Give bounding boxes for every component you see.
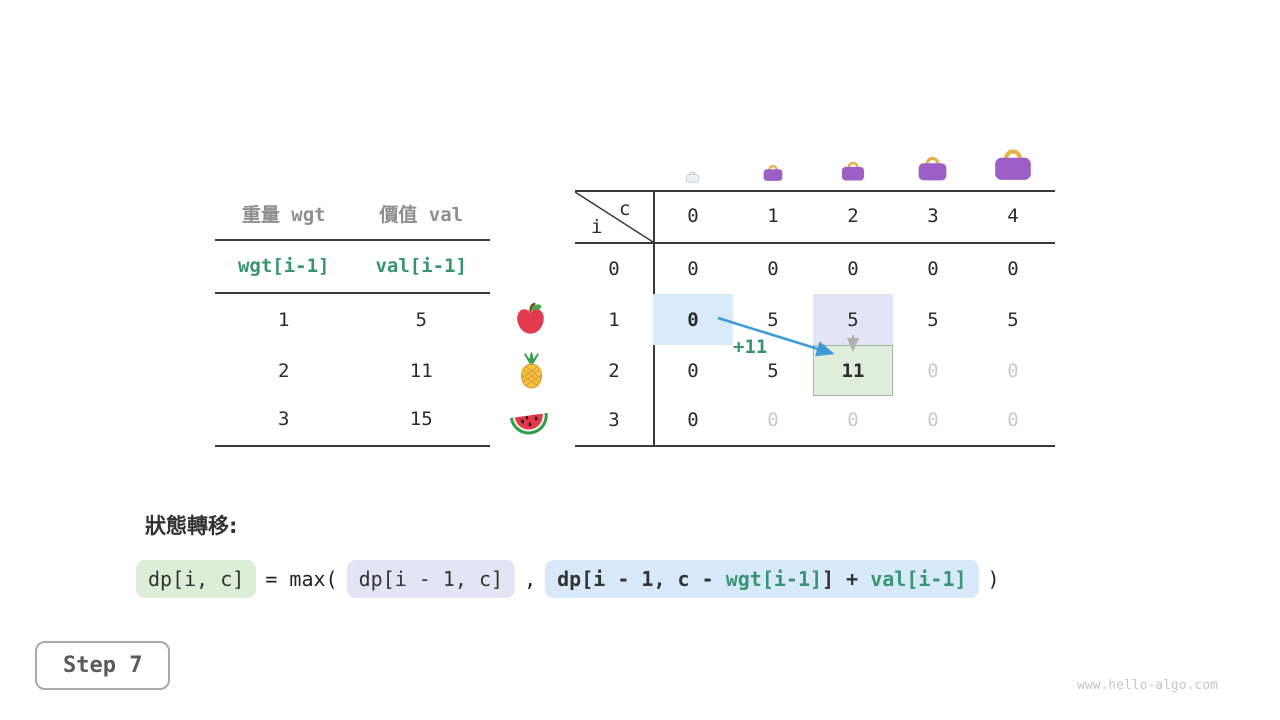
formula-take-mid: ] + (822, 567, 871, 591)
dp-cell-0-3: 0 (927, 257, 939, 280)
items-formula-val: val[i-1] (375, 255, 467, 277)
bag-icon-capacity-2 (840, 157, 866, 182)
dp-cell-3-3: 0 (927, 408, 939, 431)
dp-cell-1-0-source: 0 (653, 294, 733, 345)
item-3-weight: 3 (278, 407, 290, 430)
dp-row-header-3: 3 (608, 408, 620, 431)
watermark: www.hello-algo.com (1077, 678, 1218, 693)
dp-cell-2-1: 5 (767, 359, 779, 382)
formula-take-val: val[i-1] (870, 567, 967, 591)
items-row-1: 1 5 (215, 294, 490, 345)
dp-cell-3-4: 0 (1007, 408, 1019, 431)
dp-col-header-1: 1 (767, 205, 779, 227)
dp-col-header-2: 2 (847, 205, 859, 227)
formula-keep-option-chip: dp[i - 1, c] (346, 560, 516, 598)
item-1-value: 5 (415, 308, 427, 331)
items-header-weight: 重量 wgt (241, 203, 326, 226)
dp-row-header-2: 2 (608, 359, 620, 382)
formula-separator: , (524, 567, 537, 591)
dp-col-header-3: 3 (927, 205, 939, 227)
transition-heading: 狀態轉移: (145, 514, 238, 538)
dp-rule-top (575, 190, 1055, 192)
dp-row-header-0: 0 (608, 257, 620, 280)
dp-col-header-0: 0 (687, 205, 699, 227)
dp-row-header-1: 1 (608, 308, 620, 331)
dp-cell-3-1: 0 (767, 408, 779, 431)
items-formula-row: wgt[i-1] val[i-1] (215, 241, 490, 291)
dp-cell-0-4: 0 (1007, 257, 1019, 280)
formula-operator: = max( (265, 567, 338, 591)
formula-take-prefix: dp[i - 1, c - (557, 567, 726, 591)
item-1-weight: 1 (278, 308, 290, 331)
items-row-2: 2 11 (215, 345, 490, 396)
formula-dp-current-chip: dp[i, c] (136, 560, 257, 598)
items-table-rule-1 (215, 239, 490, 241)
items-formula-wgt: wgt[i-1] (237, 255, 330, 277)
dp-col-header-4: 4 (1007, 205, 1019, 227)
pineapple-icon (517, 352, 546, 389)
dp-rule-header (575, 242, 1055, 244)
dp-cell-0-2: 0 (847, 257, 859, 280)
items-header-value: 價值 val (379, 203, 464, 226)
items-row-3: 3 15 (215, 394, 490, 443)
gain-label: +11 (733, 336, 768, 358)
item-2-weight: 2 (278, 359, 290, 382)
bag-icon-capacity-0 (685, 168, 700, 183)
apple-icon (513, 301, 548, 336)
watermelon-icon (507, 405, 551, 436)
formula-closing: ) (987, 567, 1000, 591)
dp-cell-1-2-candidate: 5 (813, 294, 893, 345)
dp-table: c i 0 1 2 3 4 0 1 2 3 0 0 0 0 0 0 5 5 5 … (575, 190, 1055, 447)
dp-rule-bottom (575, 445, 1055, 447)
dp-corner-col-label: c (619, 198, 631, 220)
formula-take-option-chip: dp[i - 1, c - wgt[i-1]] + val[i-1] (545, 560, 979, 598)
formula-take-wgt: wgt[i-1] (725, 567, 823, 591)
dp-cell-1-4: 5 (1007, 308, 1019, 331)
dp-cell-2-4: 0 (1007, 359, 1019, 382)
transition-formula: dp[i, c] = max( dp[i - 1, c] , dp[i - 1,… (136, 560, 1000, 598)
items-table: 重量 wgt 價值 val wgt[i-1] val[i-1] 1 5 2 11… (215, 190, 490, 447)
dp-cell-2-2-current: 11 (813, 345, 893, 396)
bag-icon-capacity-3 (916, 151, 949, 182)
dp-cell-2-0: 0 (687, 359, 699, 382)
dp-cell-2-3: 0 (927, 359, 939, 382)
step-badge: Step 7 (35, 641, 171, 690)
items-table-header-row: 重量 wgt 價值 val (215, 190, 490, 236)
dp-cell-3-2: 0 (847, 408, 859, 431)
bag-icon-capacity-1 (762, 161, 784, 182)
items-table-rule-3 (215, 445, 490, 447)
dp-cell-0-1: 0 (767, 257, 779, 280)
bag-icon-capacity-4 (992, 142, 1034, 182)
dp-corner-cell: c i (575, 192, 653, 242)
dp-cell-0-0: 0 (687, 257, 699, 280)
dp-cell-3-0: 0 (687, 408, 699, 431)
dp-corner-row-label: i (591, 216, 603, 238)
dp-cell-1-3: 5 (927, 308, 939, 331)
items-table-rule-2 (215, 292, 490, 294)
item-2-value: 11 (409, 359, 433, 382)
item-3-value: 15 (409, 407, 433, 430)
